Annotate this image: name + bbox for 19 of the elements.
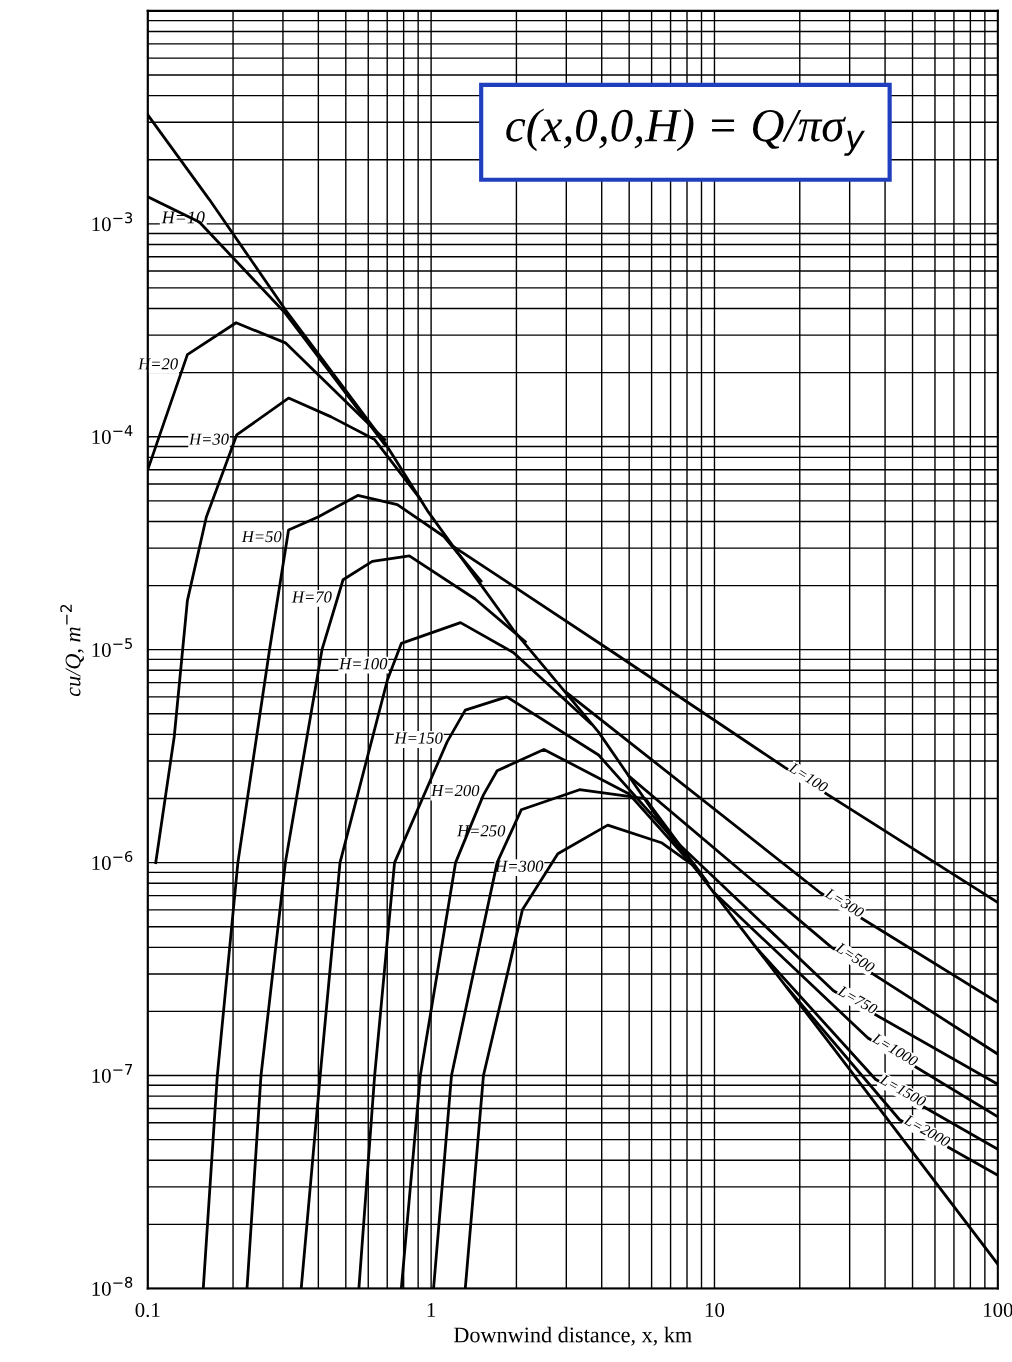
- x-tick-label: 100: [984, 1302, 1012, 1317]
- series-label: H=100: [339, 658, 388, 670]
- y-axis-title: cu/Q, m$^{−2}$: [60, 604, 84, 697]
- x-tick-label: 10: [705, 1302, 725, 1317]
- y-tick-label: 10$^{−4}$: [92, 425, 133, 445]
- series-label: H=70: [291, 591, 332, 603]
- annotation: c(x,0,0,H) = Q/πσ$_{y}$: [506, 108, 865, 156]
- series-label: H=200: [431, 784, 480, 797]
- x-axis-title: Downwind distance, x, km: [454, 1326, 692, 1346]
- y-tick-label: 10$^{−8}$: [92, 1276, 133, 1296]
- x-tick-label: 1: [427, 1303, 436, 1317]
- series-label: H=150: [394, 732, 443, 744]
- y-tick-label: 10$^{−5}$: [92, 638, 132, 657]
- series-label: H=50: [241, 530, 282, 543]
- y-tick-label: 10$^{−6}$: [92, 851, 133, 871]
- x-tick-label: 0.1: [135, 1302, 160, 1318]
- y-tick-label: 10$^{−3}$: [92, 212, 133, 232]
- series-label: H=30: [188, 433, 229, 445]
- y-tick-label: 10$^{−7}$: [92, 1064, 133, 1083]
